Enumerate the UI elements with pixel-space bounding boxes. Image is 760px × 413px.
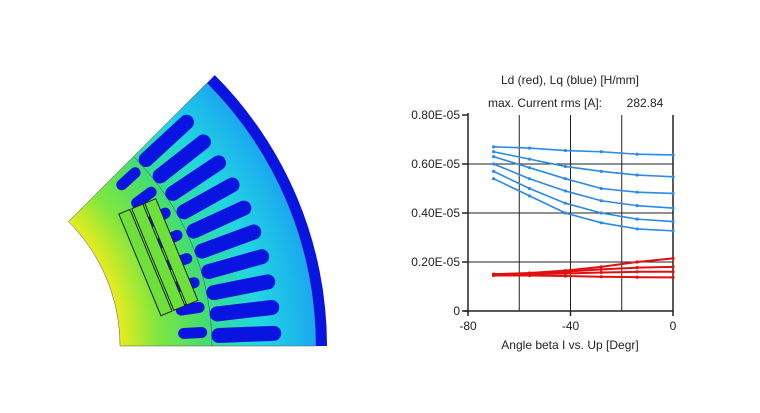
data-point (599, 186, 603, 191)
y-tick-label: 0.20E-05 (411, 255, 460, 269)
x-tick-label: 0 (670, 319, 677, 333)
series-line-lq-4 (493, 170, 674, 223)
stator-slot (152, 134, 211, 184)
stator-slot (211, 325, 282, 343)
data-point (671, 206, 675, 210)
data-point (527, 177, 532, 181)
data-point (671, 265, 675, 269)
data-point (492, 169, 496, 173)
data-point (635, 217, 639, 221)
data-point (492, 155, 496, 159)
data-point (563, 177, 567, 181)
series-line-ld-8 (493, 270, 673, 276)
data-point (492, 162, 496, 166)
rotor-bar (116, 167, 141, 191)
data-point (671, 275, 675, 280)
data-point (563, 271, 567, 276)
data-point (671, 270, 675, 274)
series-line-lq-5 (493, 177, 674, 232)
data-point (635, 173, 639, 177)
data-point (563, 201, 567, 205)
series-line-ld-9 (493, 274, 674, 279)
data-point (599, 221, 603, 225)
data-point (599, 169, 603, 173)
data-point (527, 194, 532, 198)
data-point (635, 204, 639, 208)
series-line-lq-3 (493, 163, 674, 209)
data-point (599, 265, 603, 269)
data-point (563, 211, 567, 215)
series-line-lq-0 (493, 146, 674, 156)
data-point (599, 199, 603, 203)
stator-slot (201, 249, 270, 280)
motor-flux-plot (68, 75, 327, 347)
data-point (599, 211, 603, 215)
series-line-lq-2 (493, 155, 674, 195)
chart-subtitle-label: max. Current rms [A]: (488, 96, 602, 110)
data-point (527, 166, 532, 170)
data-point (635, 266, 639, 270)
magnet (118, 208, 173, 317)
magnet (131, 203, 186, 311)
magnet (144, 198, 199, 306)
y-tick-label: 0.80E-05 (411, 108, 460, 122)
data-point (527, 186, 532, 191)
data-point (599, 275, 603, 279)
y-tick-label: 0 (453, 304, 460, 318)
data-point (527, 157, 532, 161)
data-point (671, 191, 675, 195)
stator-slot (206, 274, 276, 301)
data-point (492, 150, 496, 154)
data-point (671, 219, 675, 224)
stator-slot (165, 155, 227, 201)
data-point (563, 274, 567, 278)
chart-subtitle-value: 282.84 (627, 96, 664, 110)
stator-slot (209, 299, 280, 322)
rotor-bar (175, 301, 205, 316)
x-tick-label: -40 (562, 319, 580, 333)
data-point (492, 177, 496, 181)
data-point (635, 227, 639, 231)
data-point (671, 229, 675, 233)
data-point (563, 164, 567, 169)
x-axis-label: Angle beta I vs. Up [Degr] (501, 338, 638, 352)
data-point (563, 189, 567, 193)
stator-slot (138, 114, 195, 168)
data-point (635, 190, 639, 194)
data-point (599, 270, 603, 275)
y-tick-label: 0.60E-05 (411, 157, 460, 171)
data-point (671, 153, 675, 157)
stator-slot (176, 177, 240, 220)
series-line-lq-1 (493, 150, 674, 178)
rotor-bar (131, 186, 157, 209)
stator-slot (186, 200, 252, 239)
data-point (635, 152, 639, 156)
x-tick-label: -80 (459, 319, 477, 333)
data-point (599, 150, 603, 154)
y-tick-label: 0.40E-05 (411, 206, 460, 220)
data-point (527, 273, 532, 278)
data-point (635, 260, 639, 264)
data-point (671, 175, 675, 179)
data-point (563, 148, 567, 153)
stator-slot (194, 224, 262, 259)
data-point (492, 273, 496, 278)
data-point (492, 145, 496, 149)
data-point (527, 146, 532, 150)
rotor-bar (178, 326, 208, 339)
data-point (599, 267, 603, 271)
data-point (671, 256, 675, 260)
chart-title: Ld (red), Lq (blue) [H/mm] (501, 73, 639, 87)
data-point (635, 270, 639, 274)
data-point (635, 275, 639, 279)
